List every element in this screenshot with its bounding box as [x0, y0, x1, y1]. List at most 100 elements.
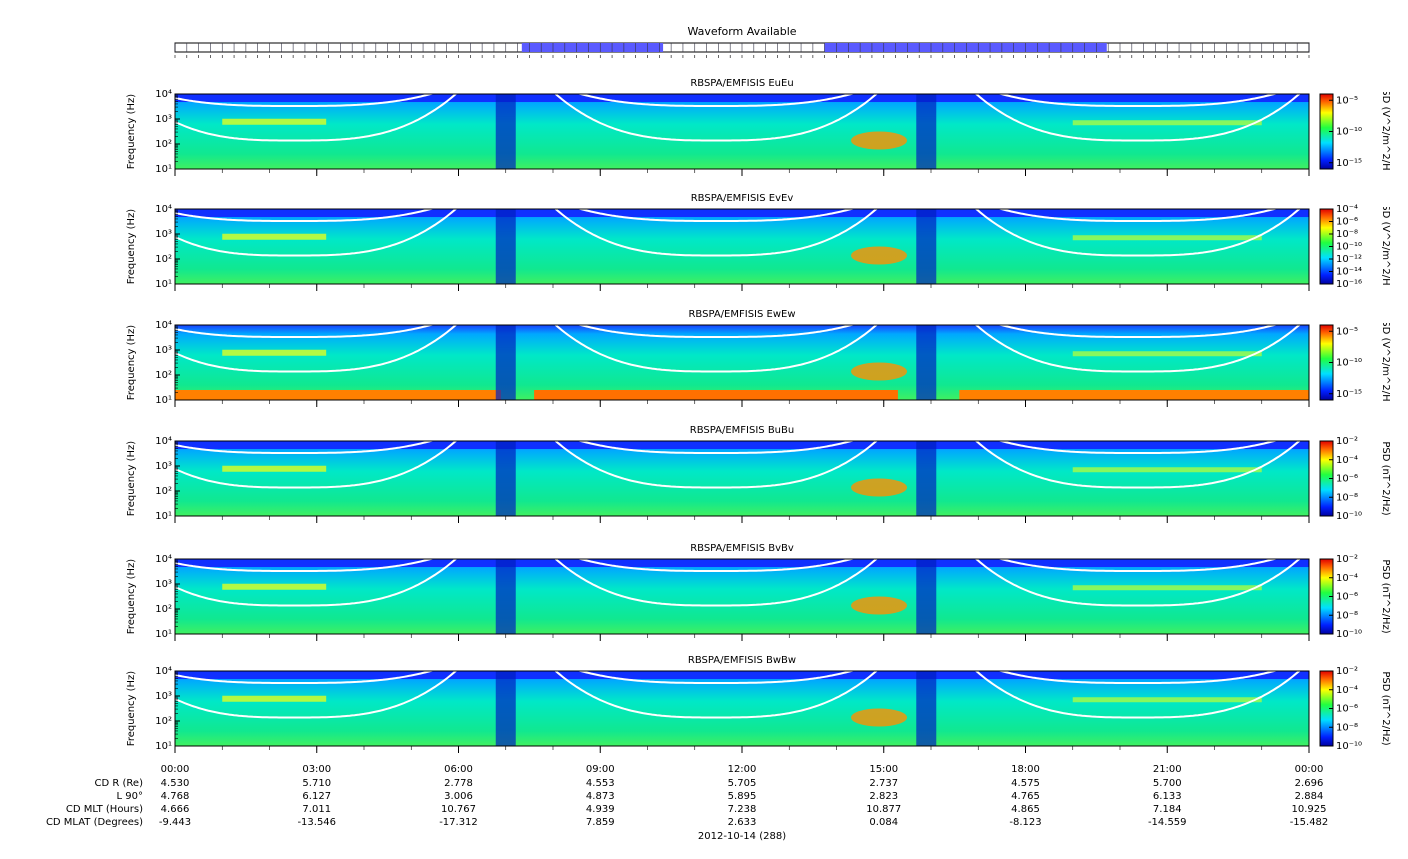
orbit-curve	[175, 325, 1279, 338]
waveform-span	[521, 43, 664, 52]
ephemeris-label: CD MLT (Hours)	[66, 804, 143, 815]
y-tick-label: 10³	[155, 345, 172, 356]
ephemeris-value: 7.859	[586, 817, 615, 828]
emission	[851, 596, 908, 615]
ephemeris-value: 5.710	[302, 778, 331, 789]
spectrogram	[175, 559, 1309, 634]
ephemeris-value: 2.696	[1295, 778, 1324, 789]
ephemeris-value: -9.443	[159, 817, 191, 828]
y-tick-label: 10²	[155, 254, 172, 265]
ephemeris-value: 4.765	[1011, 791, 1040, 802]
orbit-curve	[175, 209, 1279, 222]
top-dark	[175, 209, 1309, 217]
colorbar-tick-label: 10⁻⁸	[1336, 722, 1358, 733]
ephemeris-value: 2.633	[728, 817, 757, 828]
perigee-band	[495, 325, 516, 400]
panel-title: RBSPA/EMFISIS EuEu	[690, 78, 793, 89]
colorbar-label: PSD (V^2/m^2/Hz)	[1380, 198, 1391, 295]
y-tick-label: 10²	[155, 370, 172, 381]
y-tick-label: 10²	[155, 604, 172, 615]
ephemeris-value: 7.238	[728, 804, 757, 815]
ephemeris-value: 5.705	[728, 778, 757, 789]
chorus	[222, 233, 327, 240]
y-axis-label: Frequency (Hz)	[126, 209, 137, 285]
colorbar-tick-label: 10⁻⁴	[1336, 455, 1358, 466]
ephemeris-value: 10.925	[1292, 804, 1327, 815]
perigee-band	[495, 559, 516, 634]
ephemeris-value: 2.884	[1295, 791, 1324, 802]
y-axis-label: Frequency (Hz)	[126, 94, 137, 170]
x-tick-label: 18:00	[1011, 764, 1040, 775]
y-axis-label: Frequency (Hz)	[126, 441, 137, 517]
colorbar-tick-label: 10⁻¹⁰	[1336, 358, 1362, 369]
y-axis-label: Frequency (Hz)	[126, 325, 137, 401]
emission	[851, 131, 908, 150]
colorbar-tick-label: 10⁻¹⁴	[1336, 267, 1362, 278]
y-tick-label: 10¹	[155, 511, 172, 522]
x-tick-label: 03:00	[302, 764, 331, 775]
emission	[851, 246, 908, 265]
spectrogram	[175, 441, 1309, 516]
colorbar-tick-label: 10⁻⁸	[1336, 610, 1358, 621]
colorbar-tick-label: 10⁻⁶	[1336, 217, 1358, 228]
chorus2	[1072, 351, 1262, 357]
panel-title: RBSPA/EMFISIS EwEw	[688, 309, 795, 320]
ephemeris-value: 2.778	[444, 778, 473, 789]
ephemeris-value: -17.312	[439, 817, 478, 828]
orbit-curve	[175, 94, 1301, 142]
perigee-band	[495, 94, 516, 169]
colorbar-tick-label: 10⁻¹²	[1336, 254, 1362, 265]
ephemeris-value: 10.767	[441, 804, 476, 815]
chorus	[222, 583, 327, 590]
ephemeris-label: CD MLAT (Degrees)	[46, 817, 143, 828]
colorbar-tick-label: 10⁻⁸	[1336, 492, 1358, 503]
top-dark	[175, 671, 1309, 679]
x-tick-label: 21:00	[1153, 764, 1182, 775]
chorus2	[1072, 235, 1262, 241]
colorbar-label-group: PSD (nT^2/Hz)	[1380, 671, 1391, 745]
y-tick-label: 10⁴	[155, 320, 172, 331]
perigee-band	[916, 559, 937, 634]
ephemeris-value: -15.482	[1290, 817, 1329, 828]
ephemeris-value: 5.700	[1153, 778, 1182, 789]
ephemeris-value: 4.768	[161, 791, 190, 802]
low-band3	[959, 390, 1309, 400]
perigee-band	[916, 94, 937, 169]
y-tick-label: 10¹	[155, 395, 172, 406]
ephemeris-value: 5.895	[728, 791, 757, 802]
colorbar-tick-label: 10⁻²	[1336, 554, 1358, 565]
ephemeris-label: L 90°	[117, 791, 143, 802]
ephemeris-value: 2.737	[869, 778, 898, 789]
ephemeris-value: 2.823	[869, 791, 898, 802]
colorbar-tick-label: 10⁻⁵	[1336, 95, 1358, 106]
ephemeris-value: 4.530	[161, 778, 190, 789]
colorbar-label: PSD (nT^2/Hz)	[1380, 559, 1391, 633]
colorbar-tick-label: 10⁻⁶	[1336, 474, 1358, 485]
chorus	[222, 695, 327, 702]
perigee-band	[916, 209, 937, 284]
y-tick-label: 10⁴	[155, 204, 172, 215]
orbit-curve	[175, 94, 1279, 107]
colorbar-tick-label: 10⁻¹⁰	[1336, 741, 1362, 752]
y-tick-label: 10²	[155, 139, 172, 150]
y-axis-label: Frequency (Hz)	[126, 671, 137, 747]
y-tick-label: 10⁴	[155, 89, 172, 100]
chorus	[222, 118, 327, 125]
colorbar-label-group: PSD (V^2/m^2/Hz)	[1380, 323, 1391, 402]
colorbar-label-group: PSD (V^2/m^2/Hz)	[1380, 198, 1391, 295]
chorus2	[1072, 467, 1262, 473]
emission	[851, 362, 908, 381]
ephemeris-value: 3.006	[444, 791, 473, 802]
colorbar-label: PSD (V^2/m^2/Hz)	[1380, 83, 1391, 180]
ephemeris-value: 4.939	[586, 804, 615, 815]
low-band	[175, 390, 502, 400]
y-tick-label: 10¹	[155, 164, 172, 175]
date-label: 2012-10-14 (288)	[698, 831, 786, 842]
ephemeris-value: 6.127	[302, 791, 331, 802]
chorus2	[1072, 120, 1262, 126]
waveform-span	[824, 43, 1107, 52]
chorus	[222, 349, 327, 356]
orbit-curve	[175, 559, 1301, 607]
low-band2	[534, 390, 898, 400]
